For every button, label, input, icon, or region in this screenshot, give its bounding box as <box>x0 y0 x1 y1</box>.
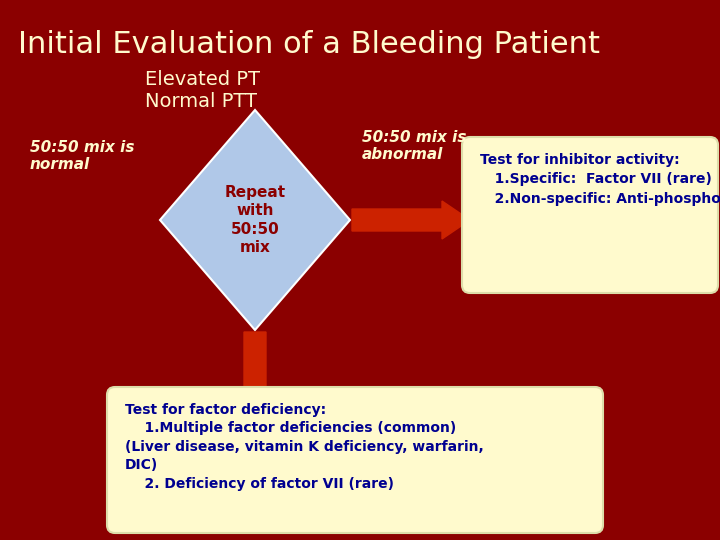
Text: 50:50 mix is
abnormal: 50:50 mix is abnormal <box>362 130 467 163</box>
Text: Test for factor deficiency:
    1.Multiple factor deficiencies (common)
(Liver d: Test for factor deficiency: 1.Multiple f… <box>125 403 484 491</box>
FancyArrow shape <box>236 332 274 440</box>
Text: Repeat
with
50:50
mix: Repeat with 50:50 mix <box>225 185 286 255</box>
Polygon shape <box>160 110 350 330</box>
Text: Elevated PT: Elevated PT <box>145 70 260 89</box>
Text: Test for inhibitor activity:
   1.Specific:  Factor VII (rare)
   2.Non-specific: Test for inhibitor activity: 1.Specific:… <box>480 153 720 206</box>
Text: 50:50 mix is
normal: 50:50 mix is normal <box>30 140 135 172</box>
FancyBboxPatch shape <box>107 387 603 533</box>
FancyBboxPatch shape <box>462 137 718 293</box>
FancyArrow shape <box>352 201 470 239</box>
Text: Initial Evaluation of a Bleeding Patient: Initial Evaluation of a Bleeding Patient <box>18 30 600 59</box>
Text: Normal PTT: Normal PTT <box>145 92 257 111</box>
